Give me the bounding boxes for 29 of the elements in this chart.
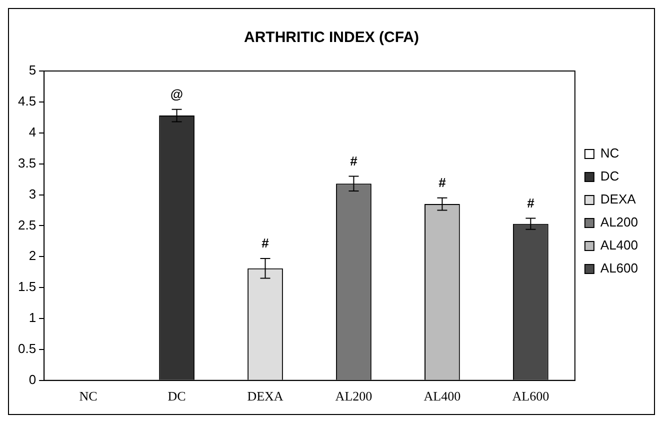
legend-label: AL400 (600, 238, 638, 253)
annotation: # (350, 153, 358, 168)
chart-title: ARTHRITIC INDEX (CFA) (244, 29, 419, 46)
y-tick-label: 1 (28, 310, 36, 326)
x-tick-label: AL600 (512, 388, 550, 404)
y-tick-label: 3 (28, 186, 36, 202)
legend-label: DEXA (600, 192, 636, 207)
x-tick-label: NC (79, 388, 98, 404)
y-tick-label: 0.5 (18, 341, 36, 356)
y-tick-label: 1.5 (18, 279, 36, 294)
annotation: # (527, 195, 536, 210)
y-tick-label: 3.5 (18, 155, 36, 170)
legend-label: NC (600, 146, 620, 161)
legend-label: AL600 (600, 260, 638, 276)
x-tick-label: DEXA (247, 388, 284, 404)
x-tick-label: DC (168, 388, 186, 404)
y-tick-label: 5 (28, 62, 36, 78)
annotation: # (438, 174, 447, 190)
y-tick-label: 4.5 (18, 94, 36, 109)
x-tick-label: AL400 (424, 388, 461, 404)
annotation: @ (170, 86, 184, 102)
annotation: # (262, 236, 270, 251)
y-tick-label: 4 (28, 124, 36, 140)
y-tick-label: 0 (28, 372, 36, 387)
y-tick-label: 2 (28, 248, 36, 264)
y-tick-label: 2.5 (18, 217, 36, 232)
legend-label: AL200 (600, 214, 638, 230)
legend-label: DC (600, 168, 620, 184)
x-tick-label: AL200 (335, 388, 372, 404)
